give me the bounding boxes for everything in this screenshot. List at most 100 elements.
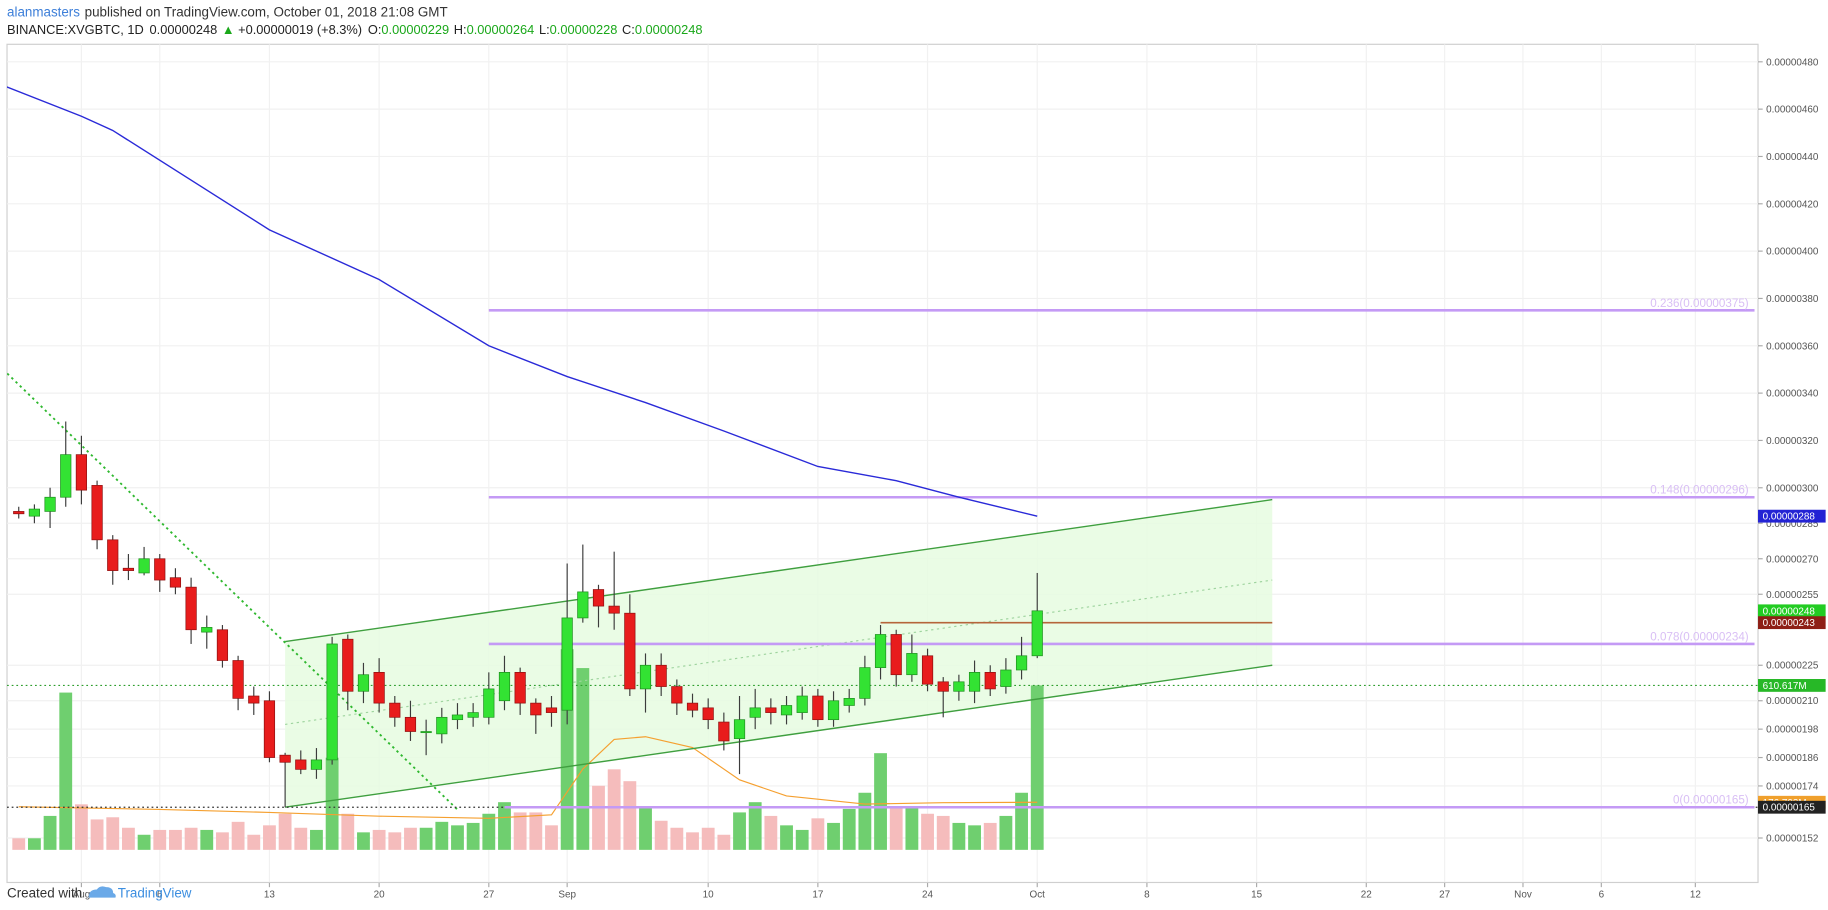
volume-bar: [811, 818, 825, 850]
candle-body: [295, 759, 307, 770]
candle-body: [577, 591, 589, 619]
volume-bar: [780, 825, 793, 850]
close-value: 0.00000248: [635, 22, 703, 37]
candle-body: [154, 558, 166, 581]
volume-bar: [106, 817, 120, 850]
volume-bar: [764, 815, 778, 850]
volume-bar: [513, 812, 527, 850]
volume-bar: [247, 834, 261, 850]
candle-body: [169, 577, 182, 588]
candle-body: [718, 721, 730, 742]
low-label: L:: [539, 22, 550, 37]
y-tick-label: 0.00000270: [1766, 554, 1819, 565]
candle-body: [201, 627, 213, 633]
candle-body: [624, 612, 636, 690]
volume-bar: [184, 827, 198, 850]
volume-bar: [936, 815, 950, 850]
price-tag: [1758, 616, 1826, 630]
y-tick-label: 0.00000300: [1766, 483, 1819, 494]
volume-bar: [263, 825, 276, 850]
plot-layer: 0.236(0.00000375) 0.148(0.00000296) 0.078(…: [7, 44, 1759, 883]
x-tick-label: Aug: [73, 890, 91, 901]
volume-bar: [795, 829, 809, 850]
volume-bar: [90, 819, 104, 850]
candle-body: [404, 716, 417, 732]
candle-body: [796, 695, 808, 713]
candle-body: [561, 617, 573, 711]
volume-bar: [482, 813, 496, 850]
candle-body: [498, 671, 511, 702]
fib-label: 0.148(0.00000296): [1650, 484, 1749, 497]
price-tag-label: 0.00000243: [1763, 618, 1816, 629]
volume-bar: [404, 827, 417, 850]
volume-bar: [59, 692, 73, 850]
author[interactable]: alanmasters: [7, 4, 80, 19]
volume-bar: [968, 825, 981, 850]
candle-body: [906, 653, 918, 676]
x-tick-label: 6: [157, 890, 163, 901]
footer-brand[interactable]: TradingView: [118, 886, 192, 901]
volume-bar: [153, 829, 167, 850]
price-tag-label: 0.00000288: [1763, 512, 1816, 523]
volume-bar: [639, 806, 652, 850]
y-tick-label: 0.00000340: [1766, 389, 1819, 400]
fib-label: 0(0.00000165): [1673, 794, 1749, 807]
volume-bar: [545, 825, 558, 850]
volume-bar: [670, 827, 684, 850]
candle-body: [420, 731, 432, 734]
price-tag: [1758, 509, 1826, 523]
candle-body: [859, 667, 871, 699]
candle-body: [467, 712, 479, 718]
candle-body: [686, 702, 699, 711]
y-tick-label: 0.00000320: [1766, 436, 1819, 447]
y-tick-label: 0.00000210: [1766, 696, 1819, 707]
volume-bar: [827, 822, 840, 850]
candle-body: [232, 660, 244, 699]
candle-body: [107, 539, 119, 571]
candle-body: [1000, 669, 1012, 687]
volume-bar: [169, 829, 182, 850]
price-tag: [1758, 678, 1826, 692]
volume-bar: [874, 753, 887, 850]
candle-body: [44, 496, 56, 512]
volume-bar: [43, 815, 57, 850]
change: +0.00000019 (+8.3%): [238, 22, 362, 37]
last-price: 0.00000248: [150, 22, 218, 37]
high-value: 0.00000264: [467, 22, 535, 37]
volume-bar: [858, 792, 872, 850]
candle-body: [1015, 655, 1028, 671]
candle-body: [91, 485, 103, 541]
brand-logo[interactable]: [88, 886, 116, 898]
volume-bar: [607, 769, 621, 850]
volume-bar: [466, 822, 480, 850]
candle-body: [342, 638, 354, 692]
candle-body: [13, 511, 25, 515]
y-tick-label: 0.00000480: [1766, 57, 1819, 68]
candle-body: [263, 700, 276, 758]
x-tick-label: 24: [922, 890, 934, 901]
y-tick-label: 0.00000152: [1766, 833, 1818, 844]
volume-bar: [294, 827, 308, 850]
price-tag-label: 0.00000248: [1763, 606, 1816, 617]
volume-bar: [592, 785, 605, 850]
price-tag: [1758, 604, 1826, 618]
low-value: 0.00000228: [550, 22, 618, 37]
volume-bar: [905, 806, 919, 850]
moving-average: [7, 86, 1038, 517]
x-tick-label: Nov: [1514, 890, 1532, 901]
price-tag-label: 610.617M: [1763, 681, 1807, 692]
y-tick-label: 0.00000380: [1766, 294, 1819, 305]
volume-bar: [576, 668, 590, 850]
volume-bar: [388, 832, 402, 850]
candle-body: [138, 558, 150, 574]
channel-fill: [285, 499, 1273, 808]
volume-bar: [686, 832, 699, 850]
candle-body: [326, 643, 338, 761]
candle-body: [514, 671, 526, 704]
candle-body: [968, 671, 981, 692]
volume-bar: [357, 832, 370, 850]
y-tick-label: 0.00000420: [1766, 199, 1819, 210]
footer-created: Created with: [7, 886, 82, 901]
candle-body: [749, 707, 761, 718]
